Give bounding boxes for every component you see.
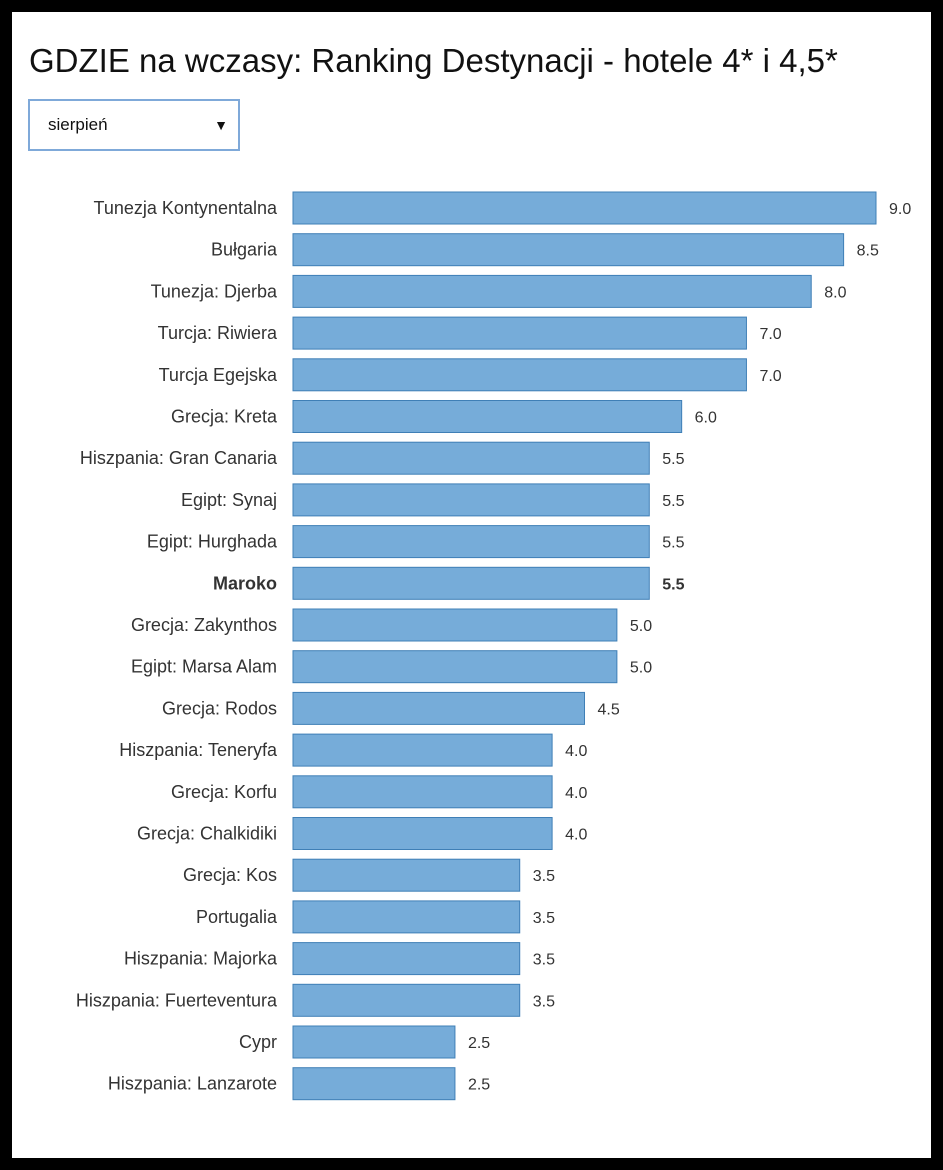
- bar: [292, 274, 812, 308]
- bar: [292, 1067, 456, 1101]
- value-label: 2.5: [468, 1035, 490, 1052]
- bar: [292, 400, 683, 433]
- bar: [292, 566, 650, 600]
- category-label: Hiszpania: Teneryfa: [119, 740, 278, 760]
- chart-card: GDZIE na wczasy: Ranking Destynacji - ho…: [12, 12, 931, 1158]
- category-label: Hiszpania: Fuerteventura: [76, 990, 278, 1010]
- category-label: Maroko: [213, 573, 277, 593]
- value-label: 5.5: [662, 451, 684, 468]
- value-label: 9.0: [889, 201, 911, 218]
- bar: [292, 233, 845, 267]
- value-label: 4.0: [565, 785, 587, 802]
- bar-chart: Tunezja Kontynentalna 9.0 Bułgaria 8.5 Tunez…: [76, 191, 911, 1101]
- category-label: Tunezja Kontynentalna: [94, 198, 278, 218]
- bar: [292, 858, 521, 892]
- value-label: 6.0: [695, 410, 717, 427]
- bar: [292, 441, 650, 475]
- category-label: Cypr: [239, 1032, 277, 1052]
- category-label: Hiszpania: Majorka: [124, 949, 278, 969]
- month-dropdown-value: sierpień: [48, 115, 108, 134]
- category-label: Portugalia: [196, 907, 278, 927]
- value-label: 5.5: [662, 535, 684, 552]
- bar: [292, 483, 650, 517]
- value-label: 3.5: [533, 910, 555, 927]
- bar: [292, 1025, 456, 1059]
- value-label: 7.0: [759, 368, 781, 385]
- category-label: Egipt: Marsa Alam: [131, 657, 277, 677]
- category-label: Egipt: Hurghada: [147, 532, 278, 552]
- bar: [292, 983, 521, 1017]
- value-label: 8.0: [824, 284, 846, 301]
- bar: [292, 608, 618, 642]
- value-label: 2.5: [468, 1077, 490, 1094]
- bar: [292, 775, 553, 809]
- value-label: 3.5: [533, 952, 555, 969]
- category-label: Hiszpania: Gran Canaria: [80, 448, 278, 468]
- bar: [292, 942, 521, 976]
- category-label: Grecja: Korfu: [171, 782, 277, 802]
- bar: [292, 358, 747, 392]
- month-dropdown[interactable]: sierpień ▼: [28, 99, 240, 151]
- category-label: Grecja: Kreta: [171, 407, 278, 427]
- category-label: Grecja: Kos: [183, 865, 277, 885]
- category-label: Tunezja: Djerba: [151, 281, 278, 301]
- bar: [292, 691, 585, 725]
- value-label: 5.0: [630, 660, 652, 677]
- value-label: 7.0: [759, 326, 781, 343]
- bar: [292, 900, 521, 934]
- category-label: Grecja: Zakynthos: [131, 615, 277, 635]
- value-label: 5.5: [662, 493, 684, 510]
- value-label: 5.0: [630, 618, 652, 635]
- bar: [292, 316, 747, 350]
- value-label: 3.5: [533, 993, 555, 1010]
- value-label: 8.5: [857, 243, 879, 260]
- value-label: 5.5: [662, 576, 684, 593]
- chevron-down-icon: ▼: [214, 117, 228, 133]
- chart-title: GDZIE na wczasy: Ranking Destynacji - ho…: [29, 42, 838, 79]
- value-label: 3.5: [533, 868, 555, 885]
- bar: [292, 733, 553, 767]
- category-label: Grecja: Chalkidiki: [137, 824, 277, 844]
- bar: [292, 191, 877, 225]
- category-label: Grecja: Rodos: [162, 698, 277, 718]
- bar: [292, 817, 553, 850]
- value-label: 4.0: [565, 743, 587, 760]
- bar: [292, 525, 650, 559]
- value-label: 4.5: [598, 701, 620, 718]
- category-label: Egipt: Synaj: [181, 490, 277, 510]
- category-label: Bułgaria: [211, 240, 278, 260]
- value-label: 4.0: [565, 827, 587, 844]
- bar: [292, 650, 618, 684]
- category-label: Turcja: Riwiera: [158, 323, 278, 343]
- category-label: Hiszpania: Lanzarote: [108, 1074, 277, 1094]
- category-label: Turcja Egejska: [159, 365, 278, 385]
